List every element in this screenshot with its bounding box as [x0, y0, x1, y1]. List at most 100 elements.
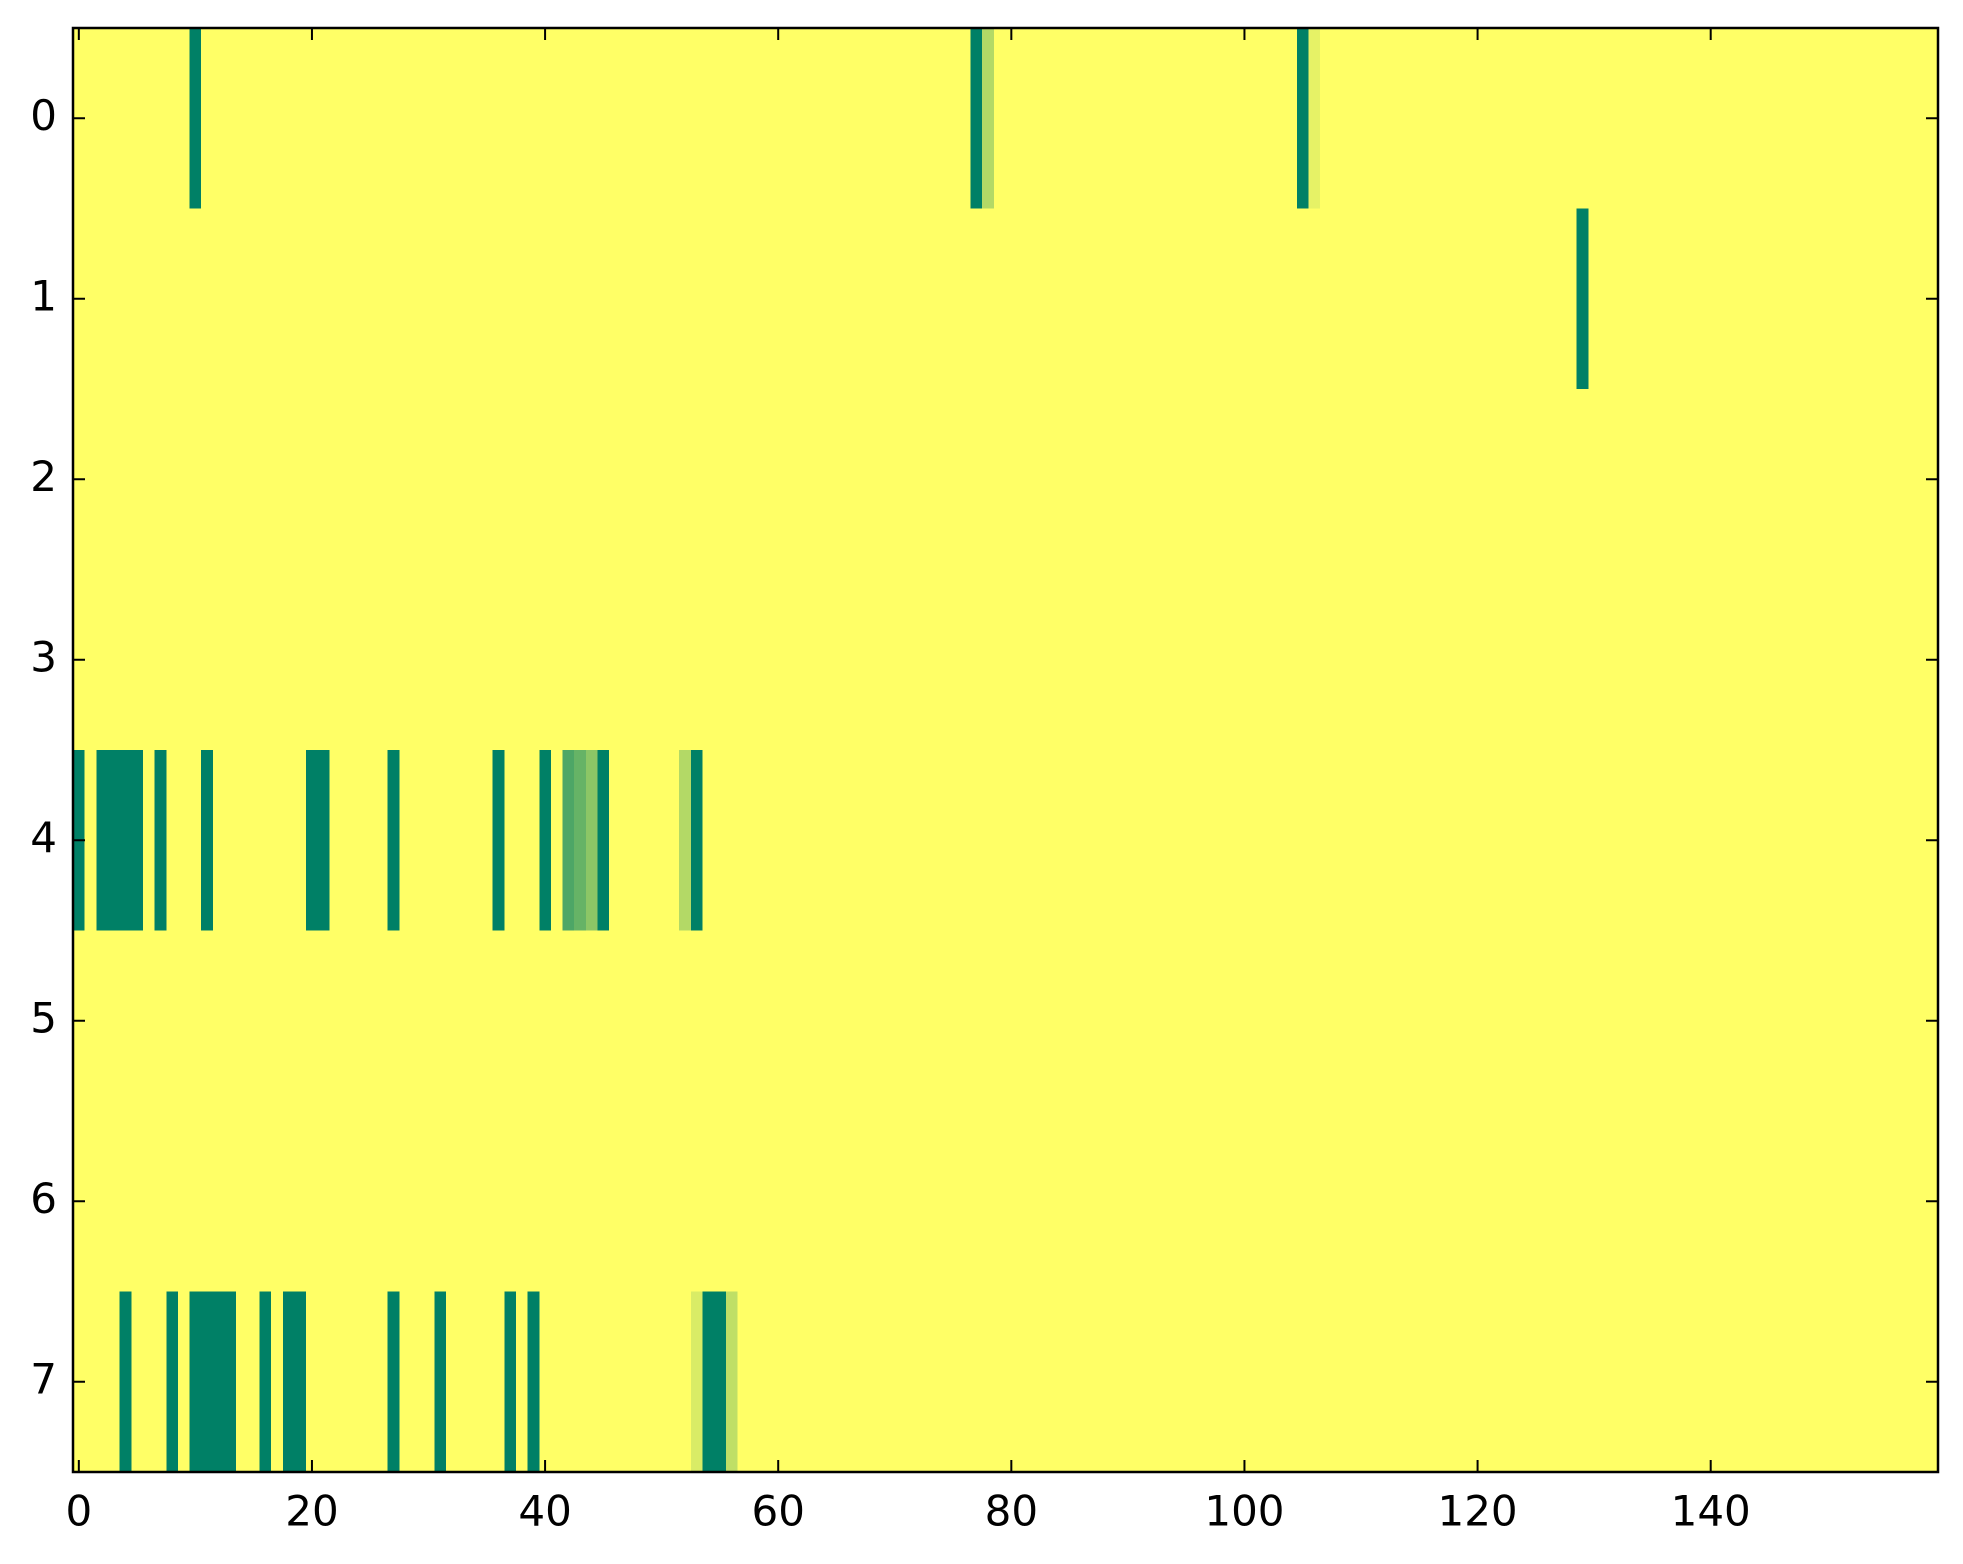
cell: [1774, 930, 1787, 1112]
cell: [900, 750, 913, 931]
cell: [912, 569, 925, 751]
cell: [1250, 208, 1263, 390]
cell: [306, 208, 319, 390]
cell: [515, 1291, 529, 1473]
cell: [177, 750, 191, 931]
cell: [1425, 1111, 1438, 1292]
cell: [84, 750, 97, 931]
cell: [1599, 1111, 1613, 1292]
cell: [1355, 1291, 1368, 1473]
cell: [1471, 389, 1484, 570]
cell: [1798, 208, 1811, 390]
cell: [317, 1111, 330, 1292]
cell: [1716, 569, 1729, 751]
cell: [1110, 569, 1123, 751]
cell: [84, 208, 97, 390]
cell: [655, 208, 668, 390]
y-tick-label: 4: [30, 813, 57, 862]
cell: [1868, 389, 1881, 570]
cell: [760, 1291, 773, 1473]
cell: [1576, 28, 1589, 209]
cell: [1833, 569, 1846, 751]
cell: [1704, 28, 1718, 209]
cell: [1634, 1111, 1648, 1292]
cell: [1576, 208, 1589, 390]
cell: [1436, 1111, 1449, 1292]
cell: [1471, 1111, 1484, 1292]
cell: [1868, 208, 1881, 390]
cell: [1413, 28, 1426, 209]
cell: [1157, 1291, 1170, 1473]
cell: [1238, 208, 1251, 390]
cell: [131, 1291, 144, 1473]
cell: [1483, 28, 1496, 209]
cell: [189, 569, 202, 751]
cell: [1506, 389, 1519, 570]
cell: [1226, 208, 1240, 390]
cell: [411, 569, 424, 751]
cell: [387, 389, 400, 570]
cell: [1157, 208, 1170, 390]
cell: [1285, 28, 1298, 209]
cell: [1378, 1111, 1391, 1292]
cell: [236, 750, 249, 931]
cell: [702, 569, 715, 751]
cell: [131, 750, 144, 931]
cell: [900, 208, 913, 390]
cell: [1914, 930, 1927, 1112]
cell: [830, 750, 843, 931]
cell: [1588, 1111, 1601, 1292]
cell: [749, 28, 762, 209]
cell: [1063, 389, 1076, 570]
cell: [259, 1291, 272, 1473]
cell: [1040, 569, 1053, 751]
cell: [84, 569, 97, 751]
cell: [189, 1291, 202, 1473]
cell: [1238, 930, 1251, 1112]
cell: [644, 389, 657, 570]
cell: [1809, 930, 1822, 1112]
cell: [1483, 1111, 1496, 1292]
cell: [1669, 208, 1683, 390]
cell: [597, 569, 610, 751]
cell: [1774, 750, 1787, 931]
cell: [1378, 389, 1391, 570]
cell: [1226, 389, 1240, 570]
cell: [1658, 569, 1671, 751]
cell: [1611, 1291, 1624, 1473]
cell: [1576, 1291, 1589, 1473]
cell: [294, 208, 307, 390]
cell: [1250, 569, 1263, 751]
cell: [935, 569, 948, 751]
cell: [760, 750, 773, 931]
cell: [1786, 569, 1799, 751]
cell: [1436, 28, 1449, 209]
cell: [142, 28, 156, 209]
cell: [306, 930, 319, 1112]
cell: [597, 1111, 610, 1292]
cell: [1611, 28, 1624, 209]
cell: [1553, 208, 1566, 390]
cell: [1133, 569, 1146, 751]
cell: [1798, 389, 1811, 570]
cell: [1495, 569, 1508, 751]
cell: [480, 389, 494, 570]
cell: [550, 1291, 564, 1473]
cell: [947, 569, 960, 751]
cell: [1460, 1291, 1473, 1473]
cell: [119, 1291, 132, 1473]
cell: [667, 930, 680, 1112]
cell: [620, 750, 633, 931]
cell: [1133, 750, 1146, 931]
cell: [1821, 389, 1834, 570]
cell: [1774, 28, 1787, 209]
cell: [1856, 1291, 1869, 1473]
cell: [1914, 750, 1927, 931]
cell: [96, 1111, 109, 1292]
cell: [1448, 930, 1461, 1112]
cell: [597, 389, 610, 570]
cell: [446, 750, 459, 931]
cell: [446, 1291, 459, 1473]
cell: [1868, 750, 1881, 931]
cell: [632, 389, 645, 570]
